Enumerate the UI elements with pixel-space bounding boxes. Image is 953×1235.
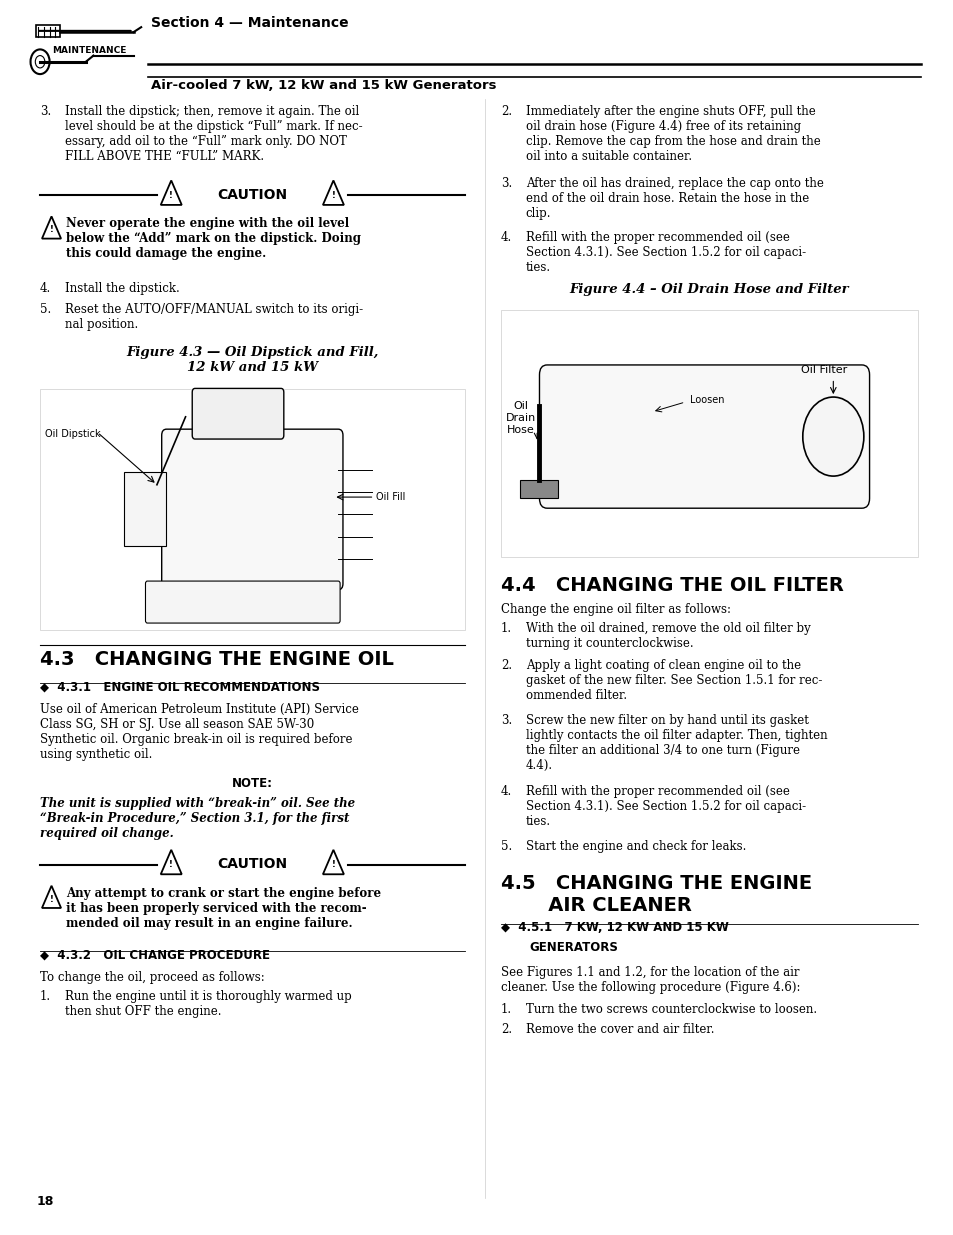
Text: GENERATORS: GENERATORS — [529, 941, 618, 955]
Text: 4.: 4. — [500, 231, 512, 245]
FancyBboxPatch shape — [519, 480, 558, 499]
Text: CAUTION: CAUTION — [217, 188, 287, 203]
Text: 3.: 3. — [40, 105, 51, 119]
Text: Apply a light coating of clean engine oil to the
gasket of the new filter. See S: Apply a light coating of clean engine oi… — [525, 659, 821, 703]
Text: ◆  4.3.2   OIL CHANGE PROCEDURE: ◆ 4.3.2 OIL CHANGE PROCEDURE — [40, 948, 270, 962]
Text: Install the dipstick.: Install the dipstick. — [65, 282, 179, 295]
Text: Refill with the proper recommended oil (see
Section 4.3.1). See Section 1.5.2 fo: Refill with the proper recommended oil (… — [525, 785, 805, 829]
Text: 5.: 5. — [40, 303, 51, 316]
Text: 18: 18 — [36, 1195, 53, 1209]
Text: Immediately after the engine shuts OFF, pull the
oil drain hose (Figure 4.4) fre: Immediately after the engine shuts OFF, … — [525, 105, 820, 163]
Text: NOTE:: NOTE: — [232, 777, 273, 790]
Text: Oil
Drain
Hose: Oil Drain Hose — [505, 401, 536, 435]
Text: See Figures 1.1 and 1.2, for the location of the air
cleaner. Use the following : See Figures 1.1 and 1.2, for the locatio… — [500, 966, 800, 994]
Text: With the oil drained, remove the old oil filter by
turning it counterclockwise.: With the oil drained, remove the old oil… — [525, 622, 809, 651]
Text: !: ! — [50, 225, 53, 235]
FancyBboxPatch shape — [193, 388, 283, 440]
Text: 4.5   CHANGING THE ENGINE
       AIR CLEANER: 4.5 CHANGING THE ENGINE AIR CLEANER — [500, 874, 811, 915]
Text: 5.: 5. — [500, 840, 512, 853]
FancyBboxPatch shape — [539, 366, 869, 509]
Text: Section 4 — Maintenance: Section 4 — Maintenance — [151, 16, 348, 30]
Text: Oil Dipstick: Oil Dipstick — [45, 429, 100, 438]
FancyBboxPatch shape — [124, 473, 166, 547]
Text: 2.: 2. — [500, 105, 512, 119]
Text: 4.: 4. — [500, 785, 512, 799]
Text: Figure 4.4 – Oil Drain Hose and Filter: Figure 4.4 – Oil Drain Hose and Filter — [569, 283, 848, 296]
Text: Start the engine and check for leaks.: Start the engine and check for leaks. — [525, 840, 745, 853]
Text: 2.: 2. — [500, 1023, 512, 1036]
Text: After the oil has drained, replace the cap onto the
end of the oil drain hose. R: After the oil has drained, replace the c… — [525, 177, 822, 220]
Text: 4.4   CHANGING THE OIL FILTER: 4.4 CHANGING THE OIL FILTER — [500, 576, 842, 594]
Text: !: ! — [50, 894, 53, 904]
Text: Oil Fill: Oil Fill — [375, 492, 405, 503]
Text: 4.3   CHANGING THE ENGINE OIL: 4.3 CHANGING THE ENGINE OIL — [40, 650, 394, 668]
Text: CAUTION: CAUTION — [217, 857, 287, 872]
Text: 4.: 4. — [40, 282, 51, 295]
Text: To change the oil, proceed as follows:: To change the oil, proceed as follows: — [40, 971, 265, 984]
Text: !: ! — [331, 190, 335, 200]
FancyBboxPatch shape — [36, 25, 60, 37]
Text: Never operate the engine with the oil level
below the “Add” mark on the dipstick: Never operate the engine with the oil le… — [66, 217, 360, 261]
Text: Oil Filter: Oil Filter — [800, 364, 846, 375]
Text: Use oil of American Petroleum Institute (API) Service
Class SG, SH or SJ. Use al: Use oil of American Petroleum Institute … — [40, 703, 358, 761]
Circle shape — [802, 398, 863, 475]
Text: 1.: 1. — [500, 1003, 512, 1016]
Text: ◆  4.5.1   7 KW, 12 KW AND 15 KW: ◆ 4.5.1 7 KW, 12 KW AND 15 KW — [500, 921, 728, 935]
Text: Screw the new filter on by hand until its gasket
lightly contacts the oil filter: Screw the new filter on by hand until it… — [525, 714, 826, 772]
Text: Install the dipstick; then, remove it again. The oil
level should be at the dips: Install the dipstick; then, remove it ag… — [65, 105, 362, 163]
FancyBboxPatch shape — [40, 389, 464, 630]
Text: Any attempt to crank or start the engine before
it has been properly serviced wi: Any attempt to crank or start the engine… — [66, 887, 380, 930]
Text: Change the engine oil filter as follows:: Change the engine oil filter as follows: — [500, 603, 730, 616]
Text: !: ! — [331, 860, 335, 869]
Text: 1.: 1. — [40, 990, 51, 1004]
Text: MAINTENANCE: MAINTENANCE — [52, 46, 127, 54]
Text: The unit is supplied with “break-in” oil. See the
“Break-in Procedure,” Section : The unit is supplied with “break-in” oil… — [40, 797, 355, 840]
Text: Refill with the proper recommended oil (see
Section 4.3.1). See Section 1.5.2 fo: Refill with the proper recommended oil (… — [525, 231, 805, 274]
Text: ◆  4.3.1   ENGINE OIL RECOMMENDATIONS: ◆ 4.3.1 ENGINE OIL RECOMMENDATIONS — [40, 680, 320, 694]
Text: Run the engine until it is thoroughly warmed up
then shut OFF the engine.: Run the engine until it is thoroughly wa… — [65, 990, 352, 1019]
FancyBboxPatch shape — [500, 310, 917, 557]
Text: Loosen: Loosen — [689, 394, 724, 405]
Text: 2.: 2. — [500, 659, 512, 673]
FancyBboxPatch shape — [162, 430, 343, 590]
Text: Reset the AUTO/OFF/MANUAL switch to its origi-
nal position.: Reset the AUTO/OFF/MANUAL switch to its … — [65, 303, 363, 331]
Text: 3.: 3. — [500, 714, 512, 727]
Text: Remove the cover and air filter.: Remove the cover and air filter. — [525, 1023, 714, 1036]
Text: 3.: 3. — [500, 177, 512, 190]
Text: 1.: 1. — [500, 622, 512, 636]
Text: !: ! — [169, 860, 173, 869]
Text: Turn the two screws counterclockwise to loosen.: Turn the two screws counterclockwise to … — [525, 1003, 816, 1016]
Text: !: ! — [169, 190, 173, 200]
Text: Air-cooled 7 kW, 12 kW and 15 kW Generators: Air-cooled 7 kW, 12 kW and 15 kW Generat… — [151, 79, 496, 93]
Text: Figure 4.3 — Oil Dipstick and Fill,
12 kW and 15 kW: Figure 4.3 — Oil Dipstick and Fill, 12 k… — [126, 346, 378, 374]
FancyBboxPatch shape — [146, 582, 340, 624]
